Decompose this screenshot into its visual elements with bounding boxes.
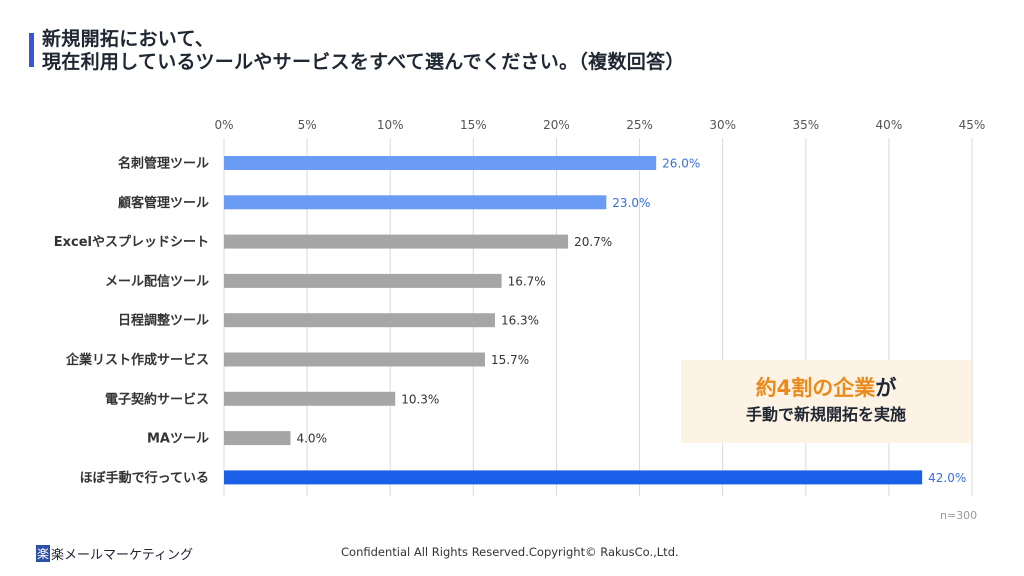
company-logo: 楽 楽メールマーケティング	[36, 544, 193, 563]
bar	[224, 195, 607, 210]
tick-label: 10%	[377, 118, 404, 132]
page-title: 新規開拓において、 現在利用しているツールやサービスをすべて選んでください。（複…	[42, 28, 685, 74]
category-label: 顧客管理ツール	[118, 195, 209, 211]
callout-line-2: 手動で新規開拓を実施	[745, 405, 906, 424]
category-label: 日程調整ツール	[118, 313, 209, 329]
data-label: 42.0%	[928, 471, 966, 485]
tick-label: 15%	[460, 118, 487, 132]
category-label: ほぼ手動で行っている	[80, 470, 209, 486]
tick-label: 30%	[709, 118, 736, 132]
callout-highlight: 約4割の企業	[755, 376, 876, 400]
logo-text: 楽メールマーケティング	[51, 548, 193, 563]
copyright: Confidential All Rights Reserved.Copyrig…	[341, 545, 679, 559]
callout-rest: が	[875, 376, 897, 400]
data-label: 10.3%	[401, 392, 439, 406]
tick-label: 20%	[543, 118, 570, 132]
data-label: 20.7%	[574, 235, 612, 249]
sample-size: n=300	[940, 509, 978, 522]
bar	[224, 470, 923, 485]
bar	[224, 273, 502, 288]
category-label: Excelやスプレッドシート	[54, 235, 209, 250]
bar	[224, 431, 291, 446]
bar	[224, 391, 396, 406]
data-label: 4.0%	[296, 432, 327, 446]
data-label: 26.0%	[662, 157, 700, 171]
data-label: 16.3%	[501, 314, 539, 328]
category-label: メール配信ツール	[105, 273, 209, 289]
category-label: 名刺管理ツール	[118, 156, 209, 172]
bar	[224, 234, 569, 249]
bar	[224, 352, 485, 367]
title-line-1: 新規開拓において、	[42, 28, 215, 50]
tick-label: 40%	[876, 118, 903, 132]
category-label: 企業リスト作成サービス	[65, 352, 209, 368]
data-label: 23.0%	[612, 196, 650, 210]
tick-label: 25%	[626, 118, 653, 132]
callout-box: 約4割の企業が 手動で新規開拓を実施	[681, 360, 971, 443]
tick-label: 0%	[214, 118, 233, 132]
tick-label: 45%	[959, 118, 986, 132]
bar	[224, 156, 657, 170]
category-label: 電子契約サービス	[105, 391, 209, 407]
data-label: 15.7%	[491, 353, 529, 367]
tick-label: 35%	[792, 118, 819, 132]
title-accent-bar	[29, 33, 34, 67]
title-line-2: 現在利用しているツールやサービスをすべて選んでください。（複数回答）	[42, 51, 685, 73]
bar	[224, 313, 495, 328]
category-label: MAツール	[147, 432, 209, 447]
tick-label: 5%	[298, 118, 317, 132]
data-label: 16.7%	[508, 274, 546, 288]
logo-mark: 楽	[36, 545, 51, 562]
